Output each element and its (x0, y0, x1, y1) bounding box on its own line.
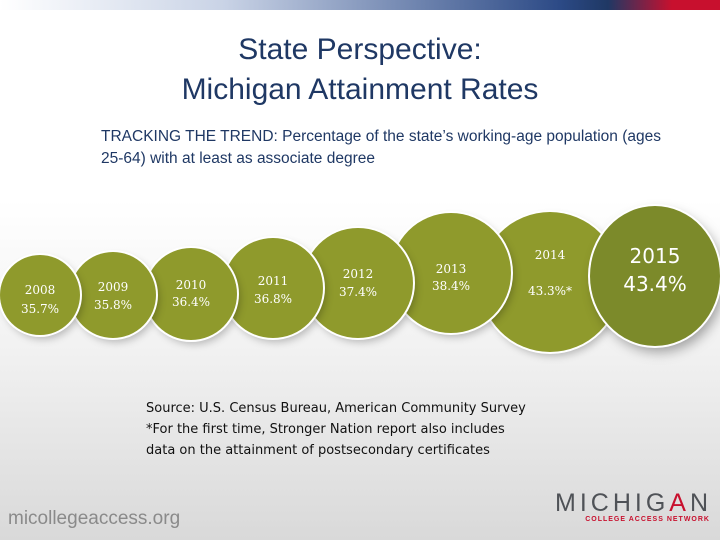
logo-tagline: COLLEGE ACCESS NETWORK (585, 516, 710, 523)
bubble-2014-value: 43.3%* (527, 284, 573, 298)
bubble-2008: 2008 35.7% (0, 255, 80, 335)
bubble-2009-value: 35.8% (93, 298, 133, 312)
source-line-3: data on the attainment of postsecondary … (146, 443, 490, 458)
bubble-2010-year: 2010 (175, 278, 207, 292)
subtitle: TRACKING THE TREND: Percentage of the st… (101, 126, 661, 170)
bubble-2008-value: 35.7% (20, 302, 60, 316)
logo-word-accent: A (669, 489, 690, 517)
top-bar-blue-segment (0, 0, 560, 10)
subtitle-lead: TRACKING THE TREND: (101, 128, 278, 145)
subtitle-text: Percentage of the state’s working-age po… (101, 128, 661, 167)
logo-wordmark: MICHIGAN (555, 490, 710, 516)
bubble-2011: 2011 36.8% (223, 238, 323, 338)
bubble-2015-year: 2015 (629, 244, 681, 268)
bubble-2010: 2010 36.4% (145, 248, 237, 340)
bubble-2012: 2012 37.4% (303, 228, 413, 338)
top-bar-red-segment (560, 0, 720, 10)
bubble-2013-value: 38.4% (431, 279, 471, 293)
bubble-2010-value: 36.4% (171, 295, 211, 309)
bubble-2012-year: 2012 (342, 267, 374, 281)
source-line-1: Source: U.S. Census Bureau, American Com… (146, 401, 526, 416)
bubble-2012-value: 37.4% (338, 285, 378, 299)
bubble-2015: 2015 43.4% (590, 206, 720, 346)
title-line-2: Michigan Attainment Rates (181, 73, 539, 106)
michigan-can-logo: MICHIGAN COLLEGE ACCESS NETWORK (555, 490, 710, 524)
top-decorative-bar (0, 0, 720, 10)
bubble-2013-year: 2013 (435, 262, 467, 276)
bubble-2014-year: 2014 (534, 248, 566, 262)
source-note: Source: U.S. Census Bureau, American Com… (146, 398, 586, 461)
page-title: State Perspective: Michigan Attainment R… (0, 30, 720, 110)
title-line-1: State Perspective: (238, 33, 482, 66)
logo-word-right: N (689, 489, 713, 517)
bubble-2008-year: 2008 (24, 283, 56, 297)
bubble-2011-value: 36.8% (253, 292, 293, 306)
bubble-2009: 2009 35.8% (70, 252, 156, 338)
logo-word-left: MICHIG (555, 489, 670, 517)
website-url: micollegeaccess.org (8, 508, 181, 529)
bubble-2011-year: 2011 (257, 274, 289, 288)
bubble-2009-year: 2009 (97, 280, 129, 294)
source-line-2: *For the first time, Stronger Nation rep… (146, 422, 505, 437)
bubble-2015-value: 43.4% (623, 272, 687, 296)
